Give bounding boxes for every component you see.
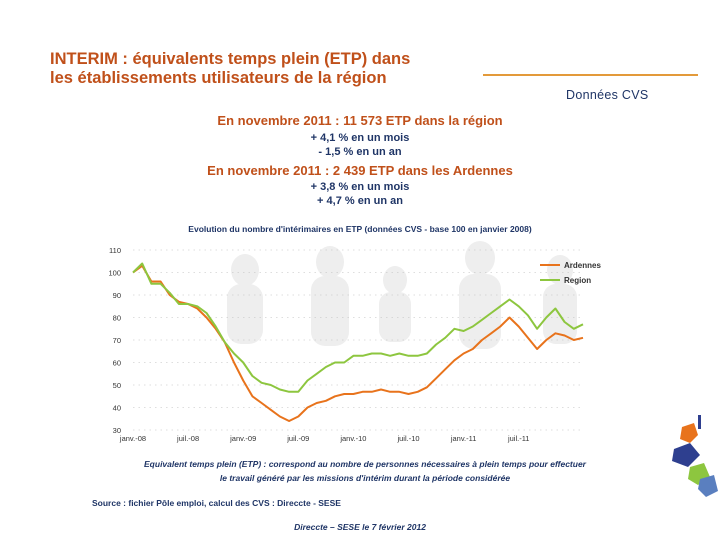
y-tick-label: 100 [108, 269, 121, 278]
logo-shape-orange [680, 423, 698, 443]
gridlines [133, 249, 583, 431]
title-line-2: les établissements utilisateurs de la ré… [50, 69, 387, 87]
region-year-change: - 1,5 % en un an [318, 146, 402, 158]
etp-definition-line-2: le travail généré par les missions d'int… [219, 473, 511, 483]
series-line-region [132, 262, 584, 393]
x-tick-label: janv.-08 [119, 434, 146, 443]
title-divider [483, 74, 698, 76]
x-tick-label: juil.-10 [396, 434, 419, 443]
y-tick-label: 40 [113, 404, 121, 413]
title-line-1: INTERIM : équivalents temps plein (ETP) … [50, 50, 411, 68]
y-axis-ticks: 30 40 50 60 70 80 90 100 110 [108, 246, 121, 435]
series-line-ardennes [132, 264, 584, 422]
x-tick-label: janv.-09 [229, 434, 256, 443]
x-axis-ticks: janv.-08 juil.-08 janv.-09 juil.-09 janv.-10… [119, 434, 530, 443]
ardennes-headline: En novembre 2011 : 2 439 ETP dans les Ar… [207, 163, 513, 178]
legend-label-region: Region [564, 276, 591, 285]
region-headline: En novembre 2011 : 11 573 ETP dans la ré… [217, 113, 503, 128]
x-tick-label: juil.-08 [176, 434, 199, 443]
ardennes-month-change: + 3,8 % en un mois [310, 181, 410, 193]
region-month-change: + 4,1 % en un mois [310, 132, 410, 144]
legend-label-ardennes: Ardennes [564, 261, 601, 270]
page-title: INTERIM : équivalents temps plein (ETP) … [50, 50, 470, 88]
logo-shape-lightblue [698, 475, 718, 497]
x-tick-label: juil.-09 [286, 434, 309, 443]
source-note: Source : fichier Pôle emploi, calcul des… [92, 498, 341, 508]
y-tick-label: 110 [109, 246, 121, 255]
y-tick-label: 50 [113, 381, 121, 390]
region-map-logo [672, 415, 718, 497]
y-tick-label: 90 [113, 291, 121, 300]
y-tick-label: 80 [113, 314, 121, 323]
chart-title: Evolution du nombre d'intérimaires en ET… [188, 224, 532, 234]
y-tick-label: 70 [113, 336, 121, 345]
chart-legend: Ardennes Region [540, 261, 601, 285]
x-tick-label: juil.-11 [507, 434, 530, 443]
etp-definition-line-1: Equivalent temps plein (ETP) : correspon… [144, 459, 586, 469]
x-tick-label: janv.-10 [339, 434, 366, 443]
logo-shape-blue [672, 443, 700, 467]
silhouette-watermark [227, 241, 577, 349]
logo-bar [698, 415, 701, 429]
ardennes-year-change: + 4,7 % en un an [317, 195, 403, 207]
y-tick-label: 60 [113, 359, 121, 368]
x-tick-label: janv.-11 [450, 434, 477, 443]
footer-date: Direccte – SESE le 7 février 2012 [294, 522, 426, 532]
cvs-label: Données CVS [566, 88, 649, 102]
y-tick-label: 30 [113, 426, 121, 435]
series-lines [132, 262, 584, 422]
